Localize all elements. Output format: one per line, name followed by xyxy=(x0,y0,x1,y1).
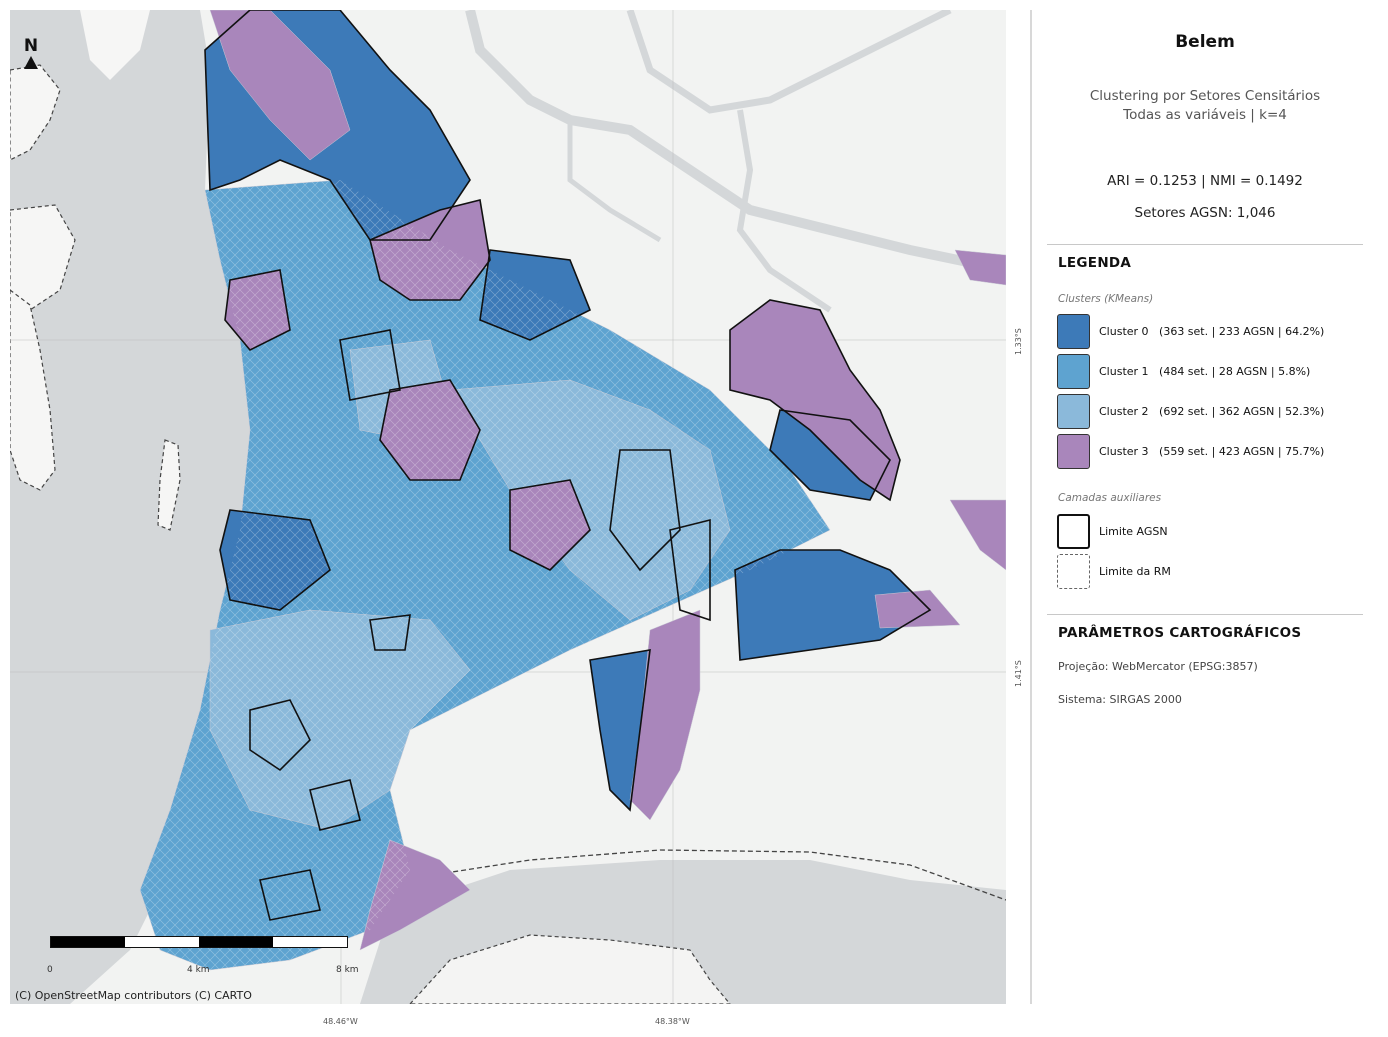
legend-item-cluster-1[interactable]: Cluster 1 (484 set. | 28 AGSN | 5.8%) xyxy=(1057,353,1310,389)
agsn-outline-16[interactable] xyxy=(669,518,711,622)
agsn-outline-3[interactable] xyxy=(729,299,901,502)
legend-title: LEGENDA xyxy=(1058,255,1132,271)
setores-count: Setores AGSN: 1,046 xyxy=(1134,205,1276,221)
cluster-2-swatch xyxy=(1057,393,1090,429)
cluster-2-label: Cluster 2 (692 set. | 362 AGSN | 52.3%) xyxy=(1099,404,1325,418)
scale-bar xyxy=(50,936,348,948)
params-title: PARÂMETROS CARTOGRÁFICOS xyxy=(1058,625,1302,641)
north-arrow-icon xyxy=(24,56,38,69)
basemap-svg xyxy=(10,10,1006,1004)
cluster-0-swatch xyxy=(1057,313,1090,349)
cluster-3-area-ne-edge[interactable] xyxy=(954,249,1006,286)
agsn-outline-13[interactable] xyxy=(309,779,361,831)
cluster-3-area-north[interactable] xyxy=(209,10,351,161)
rm-boundary xyxy=(159,849,1006,901)
tract-texture xyxy=(140,180,830,970)
island-west-4 xyxy=(157,439,181,531)
creek-ne-4 xyxy=(567,120,662,243)
cluster-layer[interactable] xyxy=(139,10,1006,971)
cluster-3-label: Cluster 3 (559 set. | 423 AGSN | 75.7%) xyxy=(1099,444,1325,458)
legend-item-cluster-3[interactable]: Cluster 3 (559 set. | 423 AGSN | 75.7%) xyxy=(1057,433,1324,469)
map-canvas[interactable] xyxy=(10,10,1006,1004)
creek-ne-2 xyxy=(626,10,952,114)
agsn-outline-15[interactable] xyxy=(609,449,681,572)
divider-1 xyxy=(1047,244,1363,245)
map-subtitle-1: Clustering por Setores Censitários xyxy=(1089,88,1321,104)
divider-2 xyxy=(1047,614,1363,615)
agsn-outline-17[interactable] xyxy=(259,869,321,921)
creek-ne-3 xyxy=(736,109,832,313)
agsn-outline-8[interactable] xyxy=(509,479,591,571)
y-tick-label-1: 1.33°S xyxy=(1014,328,1023,355)
agsn-outline-7[interactable] xyxy=(219,509,331,611)
scale-label-8km: 8 km xyxy=(336,965,359,975)
island-west-1 xyxy=(10,64,61,161)
x-tick-label-2: 48.38°W xyxy=(655,1017,690,1026)
clusters-header: Clusters (KMeans) xyxy=(1058,293,1154,305)
y-tick-label-2: 1.41°S xyxy=(1014,660,1023,687)
island-west-5 xyxy=(80,10,150,80)
aux-layers-header: Camadas auxiliares xyxy=(1058,492,1162,504)
agsn-outline-9[interactable] xyxy=(589,649,651,812)
south-bank xyxy=(409,934,731,1004)
limite-agsn-label: Limite AGSN xyxy=(1099,524,1168,538)
limite-rm-swatch xyxy=(1057,553,1090,589)
cluster-3-swatch xyxy=(1057,433,1090,469)
agsn-outline-5[interactable] xyxy=(479,249,592,341)
legend-item-limite-rm[interactable]: Limite da RM xyxy=(1057,553,1171,589)
system-text: Sistema: SIRGAS 2000 xyxy=(1058,693,1182,706)
panel-divider xyxy=(1030,10,1032,1004)
scale-label-4km: 4 km xyxy=(187,965,210,975)
legend-panel: Belem Clustering por Setores Censitários… xyxy=(1047,10,1363,1004)
agsn-outline-6[interactable] xyxy=(379,379,481,481)
scale-segment-1 xyxy=(51,937,125,947)
agsn-outline-10[interactable] xyxy=(769,409,891,501)
legend-item-cluster-2[interactable]: Cluster 2 (692 set. | 362 AGSN | 52.3%) xyxy=(1057,393,1324,429)
cluster-1-label: Cluster 1 (484 set. | 28 AGSN | 5.8%) xyxy=(1099,364,1311,378)
cluster-1-swatch xyxy=(1057,353,1090,389)
island-west-2 xyxy=(10,204,76,311)
creek-ne-1 xyxy=(465,10,1006,275)
agsn-outline-1[interactable] xyxy=(204,10,471,241)
north-label: N xyxy=(23,36,39,56)
cluster-0-label: Cluster 0 (363 set. | 233 AGSN | 64.2%) xyxy=(1099,324,1325,338)
scale-segment-4 xyxy=(273,937,347,947)
agsn-outline-11[interactable] xyxy=(224,269,291,351)
metrics-text: ARI = 0.1253 | NMI = 0.1492 xyxy=(1107,173,1303,189)
north-arrow: N xyxy=(22,36,40,69)
agsn-outline-2[interactable] xyxy=(734,549,932,661)
legend-item-cluster-0[interactable]: Cluster 0 (363 set. | 233 AGSN | 64.2%) xyxy=(1057,313,1324,349)
scale-label-0: 0 xyxy=(47,965,53,975)
map-title: Belem xyxy=(1175,32,1235,52)
agsn-outline-4[interactable] xyxy=(369,199,491,301)
legend-item-limite-agsn[interactable]: Limite AGSN xyxy=(1057,513,1168,549)
agsn-outline-18[interactable] xyxy=(339,329,401,401)
agsn-outline-14[interactable] xyxy=(369,614,411,651)
map-subtitle-2: Todas as variáveis | k=4 xyxy=(1123,107,1287,123)
agsn-limits[interactable] xyxy=(204,10,932,921)
x-tick-label-1: 48.46°W xyxy=(323,1017,358,1026)
limite-rm-label: Limite da RM xyxy=(1099,564,1171,578)
map-attribution: (C) OpenStreetMap contributors (C) CARTO xyxy=(15,989,252,1002)
scale-segment-3 xyxy=(199,937,273,947)
limite-agsn-swatch xyxy=(1057,513,1090,549)
agsn-outline-12[interactable] xyxy=(249,699,311,772)
cluster-3-area-east-edge[interactable] xyxy=(949,499,1006,571)
projection-text: Projeção: WebMercator (EPSG:3857) xyxy=(1058,660,1258,673)
scale-segment-2 xyxy=(125,937,199,947)
